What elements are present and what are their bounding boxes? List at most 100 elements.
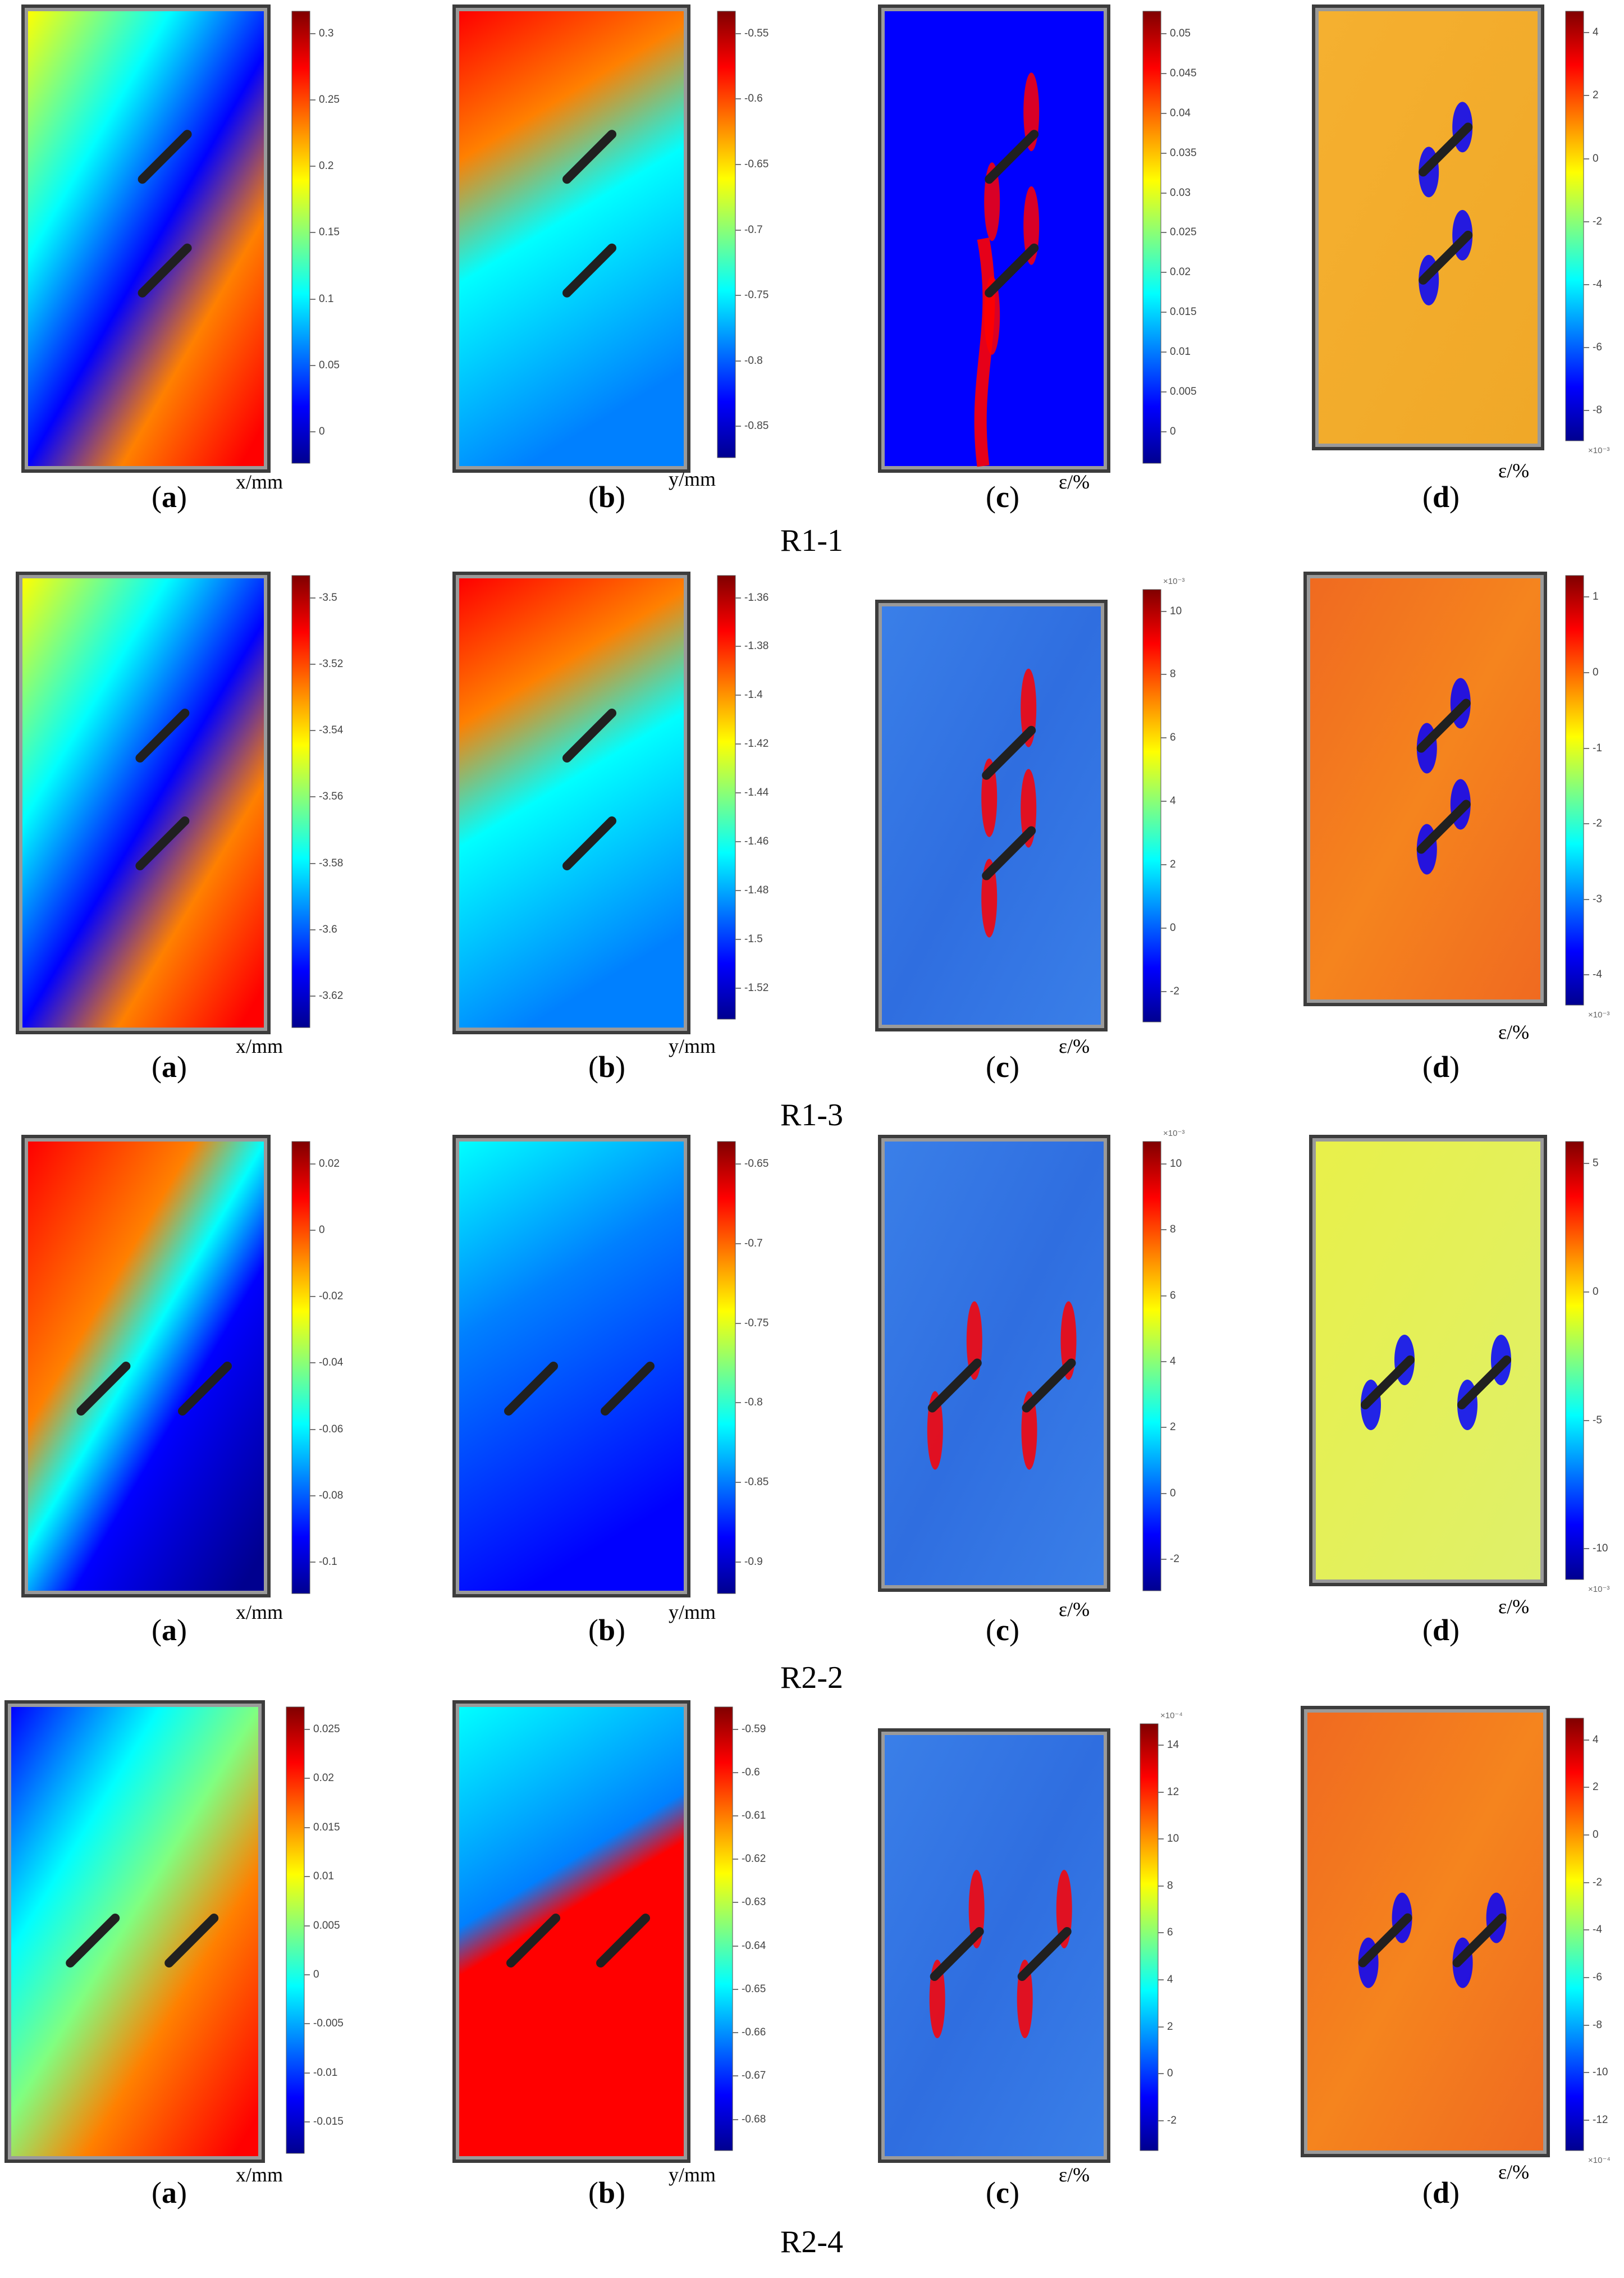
colorbar-tick-mark	[1584, 347, 1589, 349]
panel-r2-2-b: -0.65 -0.7 -0.75 -0.8 -0.85 -0.9 y/mm (b)	[406, 1125, 812, 1645]
colorbar-tick-mark	[735, 695, 741, 696]
colorbar-tick-label: -4	[1593, 969, 1602, 981]
colorbar-tick-mark	[310, 1362, 315, 1364]
row-title-r2-4: R2-4	[780, 2225, 843, 2259]
colorbar-tick-mark	[1584, 1882, 1589, 1883]
colorbar-tick-label: -3.54	[319, 724, 344, 737]
paren-close: )	[176, 1613, 187, 1647]
colorbar-tick-mark	[1584, 1787, 1589, 1788]
slot-1	[982, 725, 1036, 780]
colorbar-tick-mark	[733, 1815, 738, 1816]
colorbar-tick-label: -3	[1593, 893, 1602, 905]
colorbar-tick-mark	[1161, 391, 1166, 392]
colorbar-tick-label: 0.015	[1170, 306, 1197, 318]
colorbar-tick-label: 0.05	[319, 359, 340, 371]
colorbar-tick-mark	[1161, 610, 1166, 612]
colorbar-exponent: ×10⁻⁴	[1588, 2156, 1611, 2165]
colorbar-tick-label: -0.75	[744, 289, 769, 302]
colorbar-tick-label: -2	[1170, 985, 1179, 998]
panel-label: (a)	[152, 482, 187, 512]
contour-field	[1310, 578, 1540, 999]
colorbar-tick-label: -2	[1593, 1876, 1602, 1888]
panel-label: (b)	[588, 1052, 625, 1082]
slot-1	[930, 1927, 984, 1981]
colorbar	[1565, 575, 1584, 1006]
slot-1	[1416, 699, 1471, 753]
panel-letter: a	[161, 1613, 177, 1647]
colorbar-tick-label: -0.08	[319, 1489, 344, 1501]
colorbar-tick-mark	[1161, 431, 1166, 432]
field-map	[16, 572, 310, 1034]
slot-2	[982, 826, 1036, 880]
unit-label: ε/%	[1498, 1595, 1530, 1618]
colorbar-tick-label: 0.02	[319, 1158, 340, 1170]
colorbar-tick-label: 0.02	[1170, 266, 1191, 279]
colorbar	[1142, 11, 1161, 464]
slot-2	[1416, 800, 1471, 854]
panel-label: (b)	[588, 1615, 625, 1645]
colorbar-tick-label: -2	[1167, 2114, 1177, 2126]
panel-r1-1-c: 0.05 0.045 0.04 0.035 0.03 0.025 0.02 0.015 0.01…	[812, 0, 1218, 512]
colorbar-tick-mark	[1158, 1838, 1164, 1840]
paren-open: (	[588, 480, 598, 514]
row-title-r1-3: R1-3	[780, 1098, 843, 1133]
colorbar	[1140, 1723, 1159, 2151]
colorbar-tick-mark	[1584, 747, 1589, 749]
colorbar-tick-label: -2	[1593, 215, 1602, 227]
slot-1	[1419, 122, 1473, 177]
colorbar-tick-mark	[310, 1428, 315, 1430]
colorbar-tick-label: 10	[1170, 605, 1182, 617]
colorbar-tick-label: -0.65	[742, 1983, 766, 1995]
colorbar-tick-mark	[733, 1988, 738, 1990]
colorbar-tick-mark	[310, 166, 315, 167]
colorbar-tick-mark	[304, 1974, 310, 1975]
colorbar-tick-label: -0.6	[744, 93, 763, 105]
colorbar	[291, 1141, 310, 1594]
colorbar-tick-mark	[1584, 898, 1589, 900]
colorbar-tick-mark	[1161, 1229, 1166, 1231]
colorbar-tick-label: -0.04	[319, 1357, 344, 1369]
slot-2	[164, 1914, 219, 1967]
colorbar-tick-mark	[1584, 1419, 1589, 1421]
field-map	[452, 1135, 736, 1597]
paren-open: (	[152, 1613, 162, 1647]
colorbar-tick-mark	[310, 1230, 315, 1231]
colorbar-tick-mark	[310, 364, 315, 366]
colorbar-tick-label: 0.005	[313, 1919, 340, 1932]
colorbar-tick-mark	[310, 1163, 315, 1165]
panel-letter: c	[995, 480, 1009, 514]
colorbar-tick-mark	[735, 33, 741, 34]
unit-label: ε/%	[1059, 2163, 1090, 2186]
colorbar	[1565, 1141, 1584, 1580]
contour-field	[28, 11, 264, 466]
panel-r1-3-d: 1 0 -1 -2 -3 -4 ×10⁻³ ε/% (d)	[1218, 561, 1623, 1082]
panel-r1-3-b: -1.36 -1.38 -1.4 -1.42 -1.44 -1.46 -1.48 -1.5 -1…	[406, 561, 812, 1082]
colorbar-tick-label: 14	[1167, 1739, 1179, 1751]
colorbar	[1142, 1141, 1161, 1591]
colorbar-tick-label: -0.7	[744, 1237, 763, 1249]
row-title-r1-1: R1-1	[780, 523, 843, 558]
colorbar-tick-label: -0.01	[313, 2066, 338, 2079]
colorbar-tick-label: 0.035	[1170, 147, 1197, 159]
colorbar-tick-label: -1	[1593, 742, 1602, 754]
colorbar-tick-label: 0.025	[1170, 226, 1197, 239]
slot-2	[562, 816, 616, 870]
colorbar-tick-mark	[1584, 1739, 1589, 1741]
colorbar-tick-mark	[310, 232, 315, 234]
paren-close: )	[1009, 1613, 1019, 1647]
colorbar-tick-label: 2	[1167, 2020, 1173, 2033]
colorbar-tick-label: -4	[1593, 1924, 1602, 1936]
colorbar-tick-label: 4	[1170, 795, 1176, 807]
paren-close: )	[1009, 2176, 1019, 2209]
colorbar-tick-label: 0	[319, 425, 325, 437]
colorbar-tick-label: 2	[1170, 1421, 1176, 1434]
colorbar-tick-label: -0.68	[742, 2113, 766, 2125]
colorbar-tick-label: -5	[1593, 1414, 1602, 1426]
colorbar-tick-mark	[1584, 410, 1589, 412]
panel-r2-2-a: 0.02 0 -0.02 -0.04 -0.06 -0.08 -0.1 x/mm (a)	[0, 1125, 406, 1645]
colorbar-tick-label: 0.2	[319, 160, 334, 172]
colorbar-tick-mark	[1161, 801, 1166, 802]
colorbar-tick-mark	[1161, 152, 1166, 154]
colorbar-tick-label: -1.42	[744, 738, 769, 750]
colorbar-tick-mark	[735, 1243, 741, 1244]
